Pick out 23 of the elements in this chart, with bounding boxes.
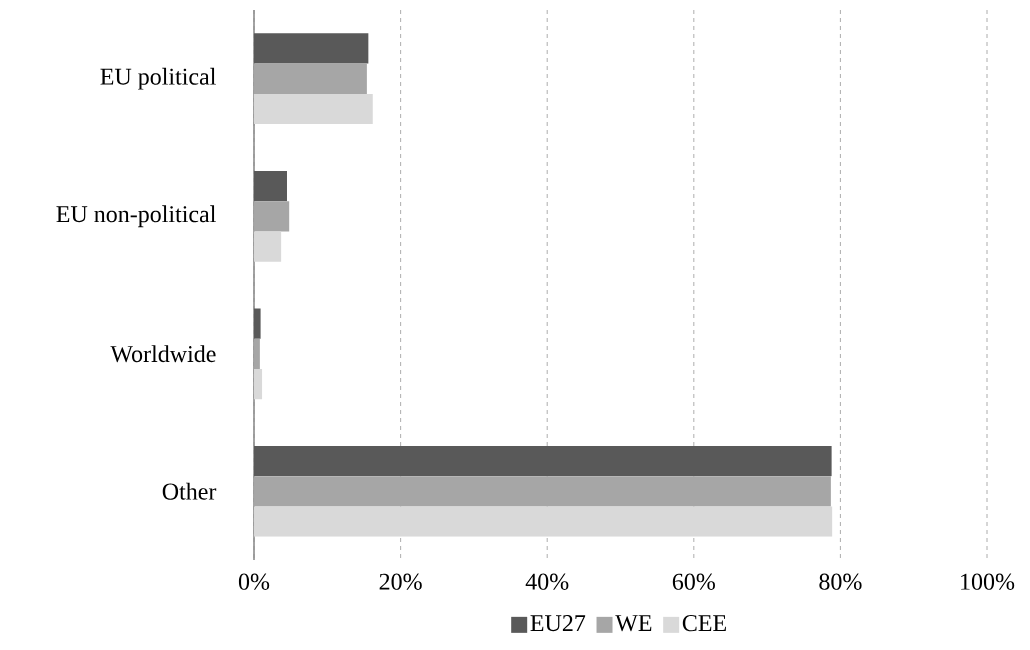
- x-tick-label: 40%: [525, 573, 569, 590]
- bar: [254, 63, 367, 94]
- x-tick-label: 20%: [379, 573, 422, 590]
- bar: [254, 445, 832, 477]
- bar: [254, 476, 831, 507]
- legend-label: WE: [615, 615, 652, 632]
- bar: [254, 170, 287, 202]
- bar: [254, 93, 373, 125]
- bar: [254, 506, 833, 537]
- y-tick-label: EU political: [100, 67, 216, 90]
- bar: [254, 308, 261, 339]
- legend-label: CEE: [682, 615, 726, 632]
- x-tick-label: 100%: [961, 573, 1015, 590]
- bar: [254, 231, 282, 262]
- x-tick-label: 80%: [819, 573, 862, 590]
- y-tick-label: Other: [162, 482, 217, 500]
- x-tick-label: 60%: [672, 573, 715, 590]
- legend-label: EU27: [530, 615, 586, 632]
- bar: [254, 201, 290, 232]
- y-tick-label: Worldwide: [110, 345, 216, 363]
- y-tick-label: EU non-political: [56, 205, 216, 228]
- x-tick-label: 0%: [238, 573, 270, 590]
- bar: [254, 33, 369, 64]
